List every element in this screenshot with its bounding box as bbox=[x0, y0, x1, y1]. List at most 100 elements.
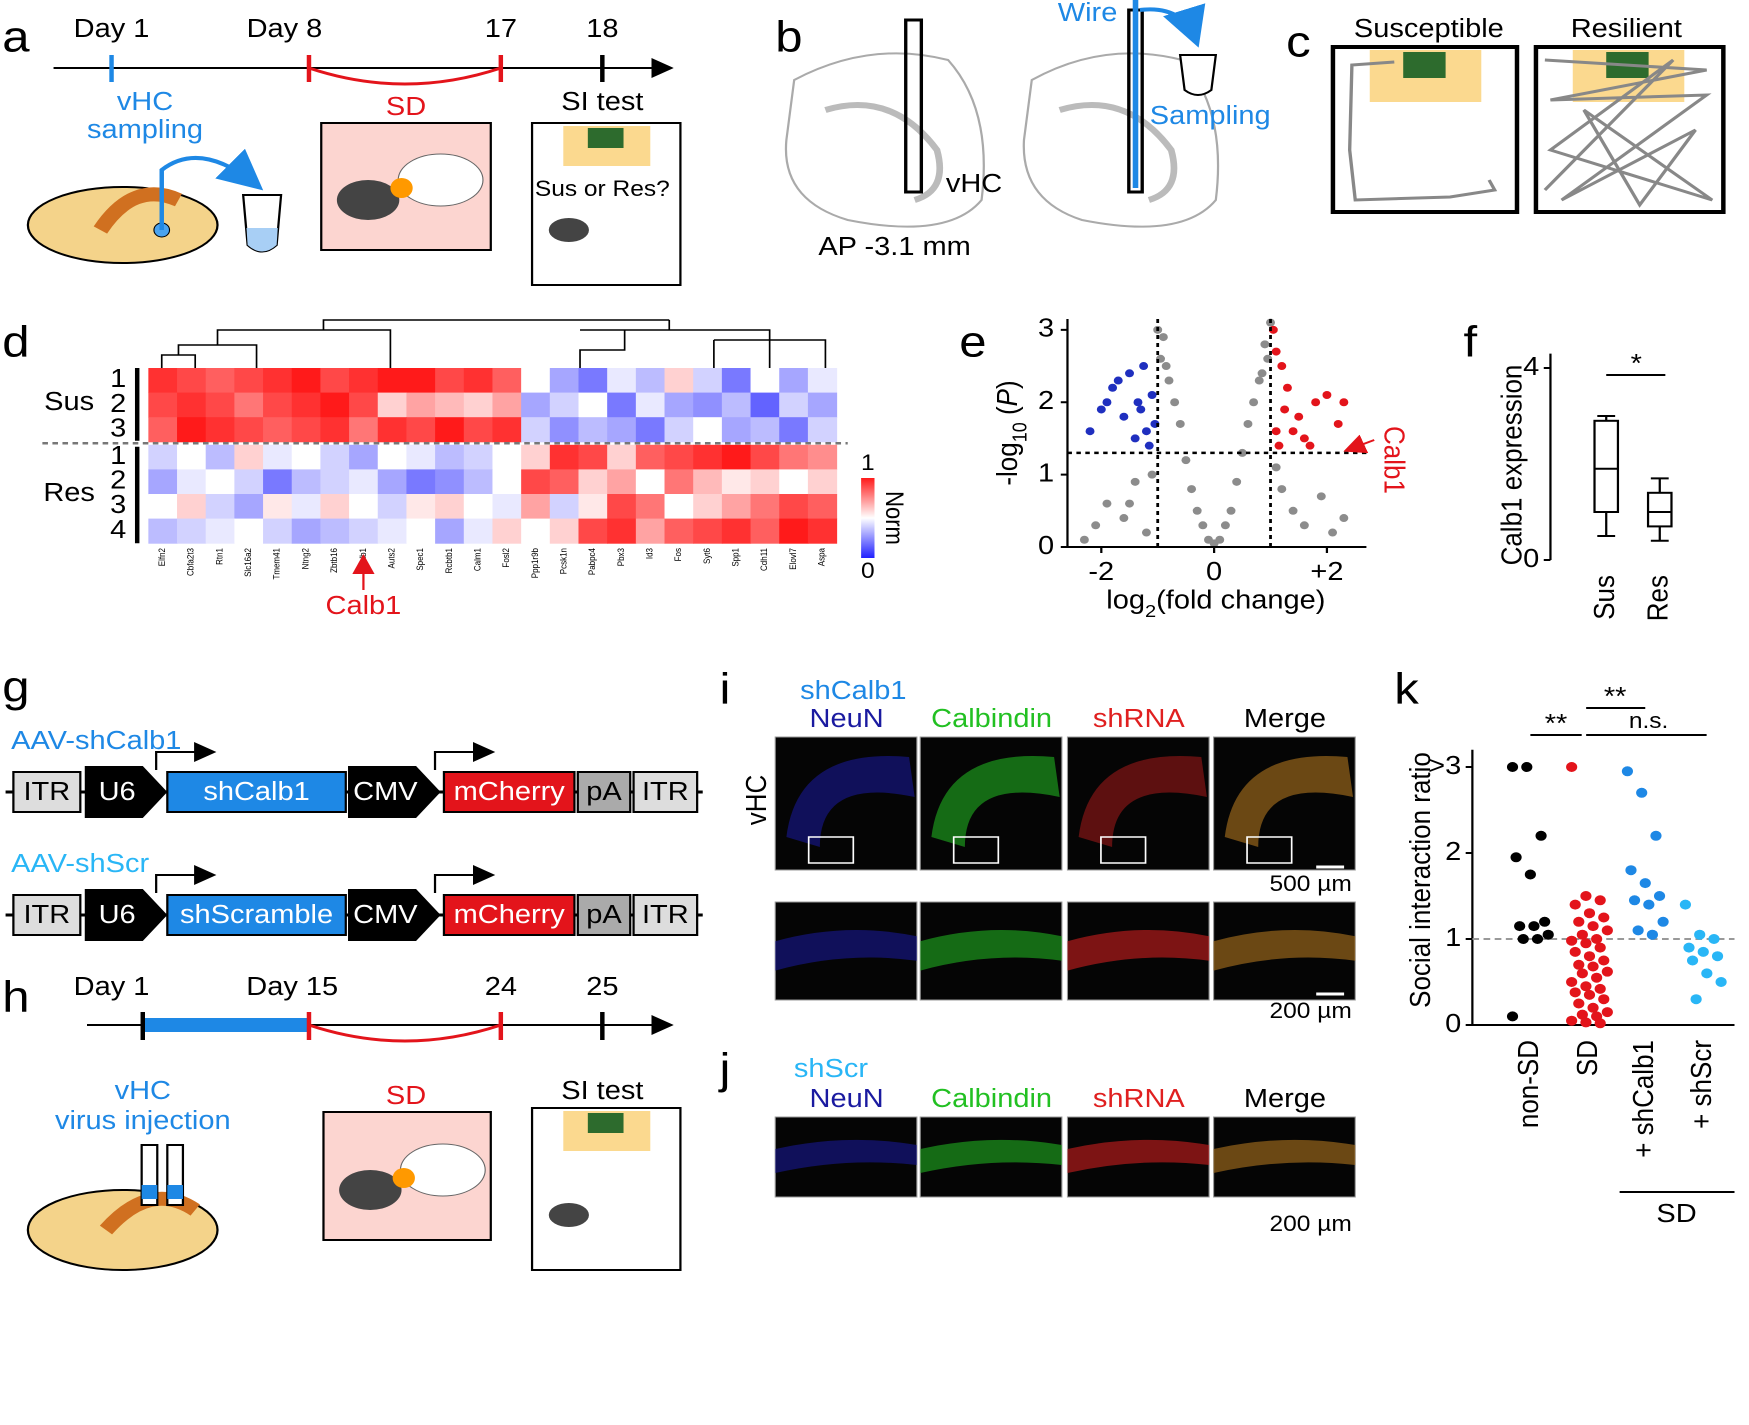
axis-label: -log10 (P) bbox=[991, 380, 1031, 485]
axis-label: log2(fold change) bbox=[1106, 585, 1325, 621]
signal bbox=[1067, 1139, 1210, 1173]
point bbox=[1580, 1017, 1592, 1028]
point bbox=[1632, 925, 1644, 936]
y-tick-label: 1 bbox=[1445, 922, 1461, 951]
point bbox=[1598, 994, 1610, 1005]
heat-cell bbox=[435, 518, 465, 544]
point bbox=[1249, 398, 1259, 407]
point bbox=[1280, 405, 1290, 414]
point bbox=[1333, 419, 1343, 428]
x-tick-label: -2 bbox=[1088, 556, 1114, 585]
element-label: pA bbox=[586, 776, 622, 805]
heat-cell bbox=[549, 494, 580, 520]
element-label: ITR bbox=[642, 776, 689, 805]
significance: ** bbox=[1545, 708, 1568, 737]
heat-cell bbox=[664, 417, 694, 443]
panel-label: h bbox=[2, 972, 29, 1021]
heat-cell bbox=[664, 494, 694, 520]
colorbar bbox=[861, 478, 875, 558]
heat-cell bbox=[779, 417, 809, 443]
heat-cell bbox=[148, 368, 178, 394]
gene-label: Elfn2 bbox=[157, 548, 168, 566]
point bbox=[1130, 477, 1140, 486]
row-label: 1 bbox=[110, 440, 126, 469]
point bbox=[1294, 412, 1304, 421]
point bbox=[1133, 398, 1143, 407]
axis-label-part: log bbox=[1106, 585, 1145, 614]
gene-label: Auts2 bbox=[386, 548, 397, 569]
significance: n.s. bbox=[1629, 708, 1669, 733]
heat-cell bbox=[205, 417, 235, 443]
heat-cell bbox=[234, 469, 264, 495]
point bbox=[1531, 934, 1544, 944]
gene-label: Pbx3 bbox=[615, 548, 626, 566]
gene-label: Zbtb16 bbox=[329, 548, 340, 573]
point bbox=[1506, 1011, 1519, 1022]
heat-cell bbox=[148, 444, 178, 470]
column-label: Merge bbox=[1244, 1083, 1326, 1112]
point bbox=[1539, 916, 1551, 927]
heat-cell bbox=[578, 444, 608, 470]
heat-cell bbox=[148, 494, 178, 520]
gene-label: Spp1 bbox=[730, 548, 741, 567]
heat-cell bbox=[521, 368, 551, 394]
gene-label: Spec1 bbox=[415, 548, 426, 571]
y-tick-label: >3 bbox=[1428, 750, 1461, 779]
heat-cell bbox=[349, 417, 379, 443]
point bbox=[1598, 955, 1610, 966]
point bbox=[1657, 916, 1669, 927]
panel-b: b vHC AP -3.1 mm Wire Sampling bbox=[775, 0, 1271, 261]
point bbox=[1573, 998, 1585, 1009]
element-label: mCherry bbox=[454, 776, 565, 805]
point bbox=[1697, 946, 1709, 957]
tss-arrow bbox=[155, 742, 217, 770]
region-label: vHC bbox=[740, 775, 773, 826]
heat-cell bbox=[635, 469, 666, 495]
heat-cell bbox=[177, 494, 207, 520]
heat-cell bbox=[492, 368, 522, 394]
point bbox=[1141, 427, 1151, 436]
heat-cell bbox=[177, 392, 207, 418]
day-label: 25 bbox=[586, 971, 618, 1000]
gene-label: Cbfa2t3 bbox=[185, 548, 196, 576]
panel-title: shCalb1 bbox=[800, 675, 906, 704]
heat-cell bbox=[177, 469, 207, 495]
y-tick-label: 0 bbox=[1445, 1008, 1461, 1037]
point bbox=[1147, 470, 1157, 479]
heat-cell bbox=[320, 444, 350, 470]
ap-label: AP -3.1 mm bbox=[818, 231, 971, 260]
point bbox=[1621, 766, 1633, 777]
day-label: 24 bbox=[485, 971, 517, 1000]
panel-title: shScr bbox=[794, 1053, 868, 1082]
point bbox=[1102, 398, 1112, 407]
arena-title: Susceptible bbox=[1354, 13, 1504, 42]
sd-label: SD bbox=[386, 1080, 426, 1109]
heat-cell bbox=[406, 469, 436, 495]
heat-cell bbox=[349, 518, 379, 544]
heat-cell bbox=[492, 518, 522, 544]
point bbox=[1639, 878, 1651, 889]
heat-cell bbox=[148, 518, 178, 544]
point bbox=[1322, 391, 1332, 399]
heat-cell bbox=[205, 469, 235, 495]
column-label: Merge bbox=[1244, 703, 1326, 732]
axes bbox=[1471, 749, 1735, 1026]
point bbox=[1576, 929, 1588, 940]
heat-cell bbox=[549, 368, 580, 394]
axis-label-part: ( bbox=[991, 406, 1024, 422]
point bbox=[1569, 899, 1581, 910]
heat-cell bbox=[406, 417, 436, 443]
point bbox=[1528, 921, 1540, 932]
signal bbox=[920, 930, 1062, 971]
heat-cell bbox=[463, 469, 494, 495]
heat-cell bbox=[549, 444, 580, 470]
heat-cell bbox=[234, 444, 264, 470]
heat-cell bbox=[263, 417, 293, 443]
si-label: SI test bbox=[561, 86, 644, 115]
gene-label: Id3 bbox=[644, 548, 655, 559]
point bbox=[1566, 1015, 1578, 1026]
point bbox=[1690, 994, 1702, 1005]
gene-label: Fosl2 bbox=[501, 548, 512, 568]
point bbox=[1147, 391, 1157, 399]
